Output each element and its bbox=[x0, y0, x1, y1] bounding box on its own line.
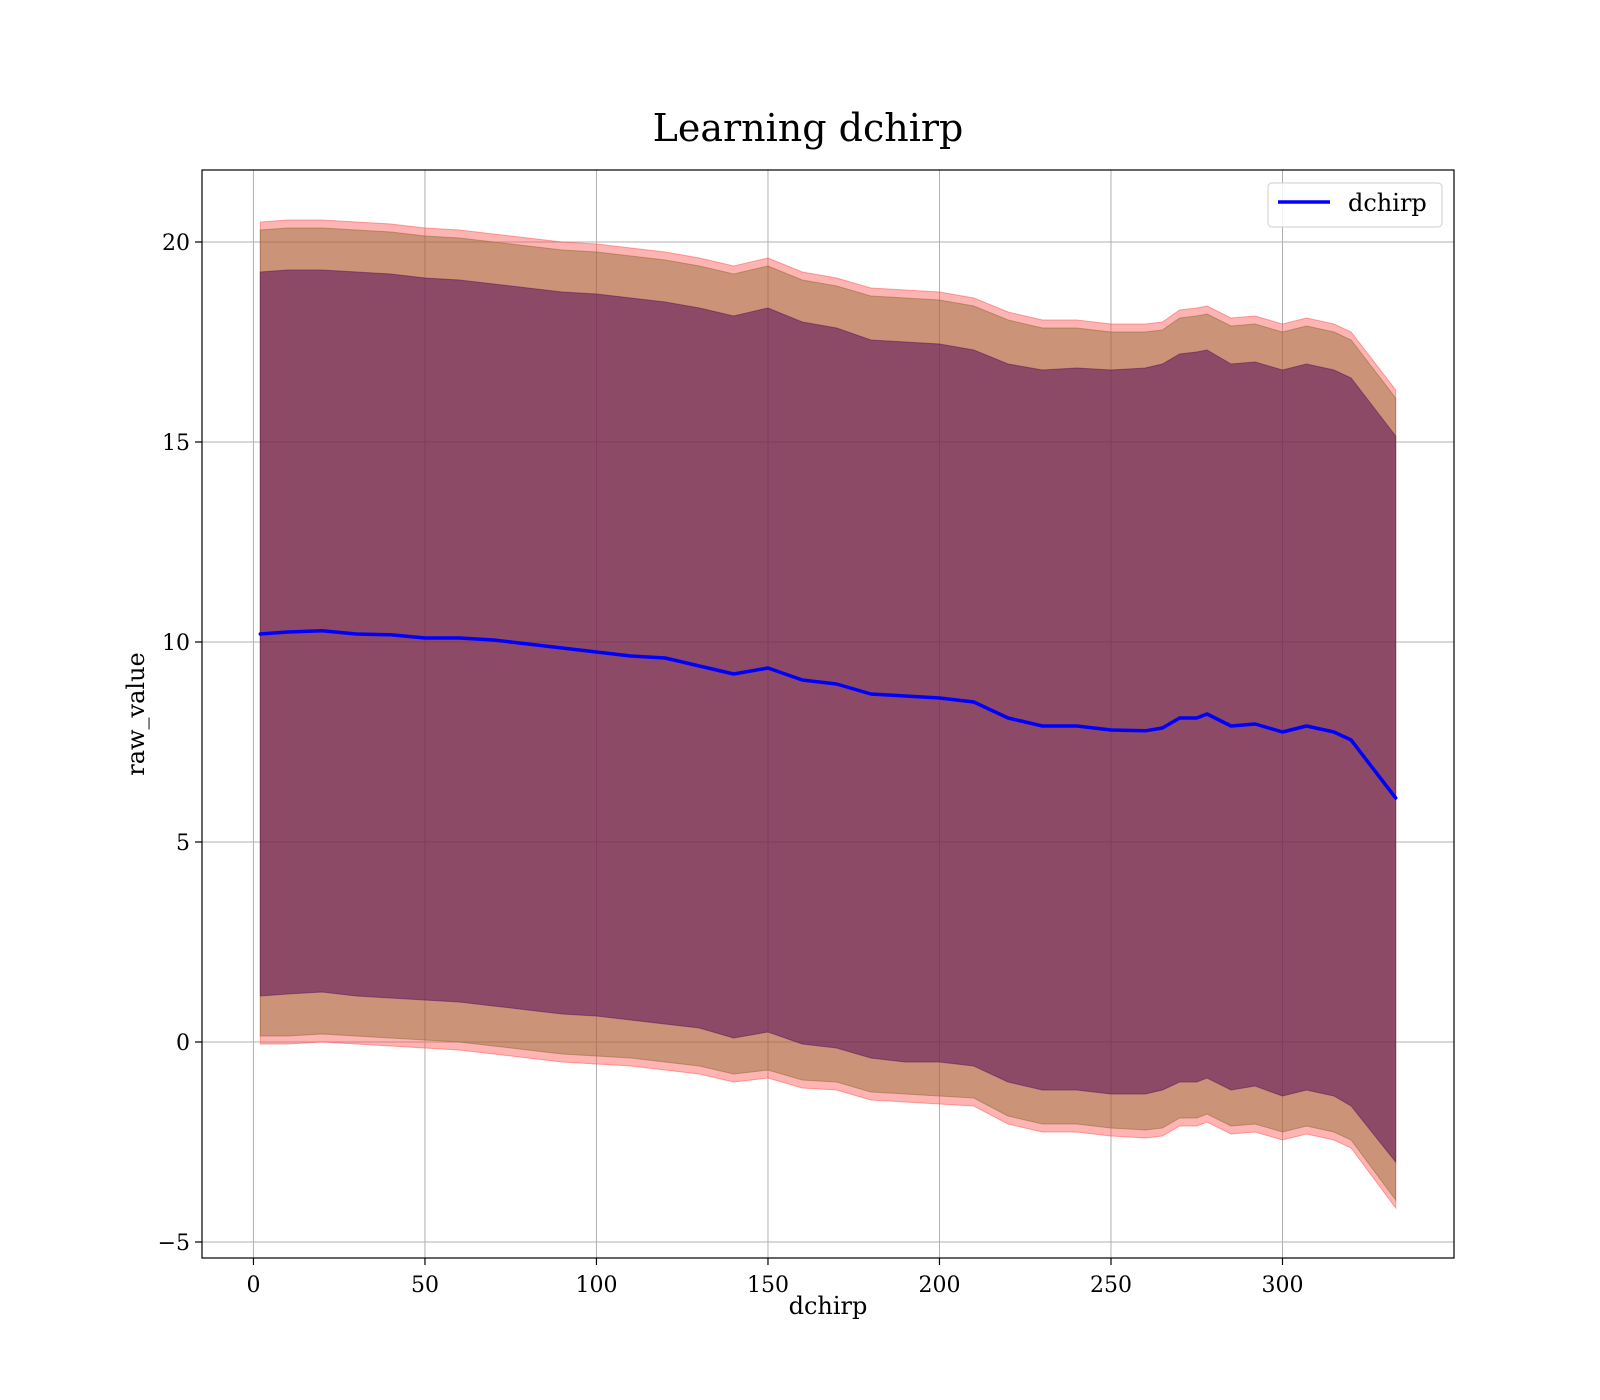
x-tick-label-0: 0 bbox=[246, 1273, 260, 1298]
plot-frame bbox=[201, 169, 1455, 1259]
x-tick-label-4: 200 bbox=[918, 1273, 960, 1298]
band-inner bbox=[259, 269, 1397, 1164]
x-tick-label-3: 150 bbox=[747, 1273, 789, 1298]
x-tick-label-6: 300 bbox=[1261, 1273, 1303, 1298]
y-tick-label-4: 15 bbox=[162, 431, 190, 456]
x-tick-label-2: 100 bbox=[575, 1273, 617, 1298]
y-tick-label-2: 5 bbox=[176, 831, 190, 856]
legend-box bbox=[1267, 182, 1443, 228]
y-tick-label-3: 10 bbox=[162, 631, 190, 656]
y-tick-label-5: 20 bbox=[162, 231, 190, 256]
y-tick-label-0: −5 bbox=[158, 1231, 190, 1256]
confidence-bands bbox=[259, 219, 1397, 1210]
series-line-dchirp bbox=[258, 629, 1398, 800]
series-lines bbox=[258, 629, 1398, 800]
legend-label-dchirp: dchirp bbox=[1348, 189, 1427, 217]
x-axis-ticks: 0 50 100 150 200 250 300 bbox=[246, 1258, 1303, 1298]
y-axis-ticks: −5 0 5 10 15 20 bbox=[158, 231, 202, 1256]
x-tick-label-1: 50 bbox=[411, 1273, 439, 1298]
y-tick-label-1: 0 bbox=[176, 1031, 190, 1056]
y-axis-label: raw_value bbox=[122, 652, 150, 776]
x-axis-label: dchirp bbox=[789, 1292, 868, 1320]
x-tick-label-5: 250 bbox=[1090, 1273, 1132, 1298]
chart-title: Learning dchirp bbox=[653, 106, 964, 150]
legend: dchirp bbox=[1267, 182, 1443, 228]
